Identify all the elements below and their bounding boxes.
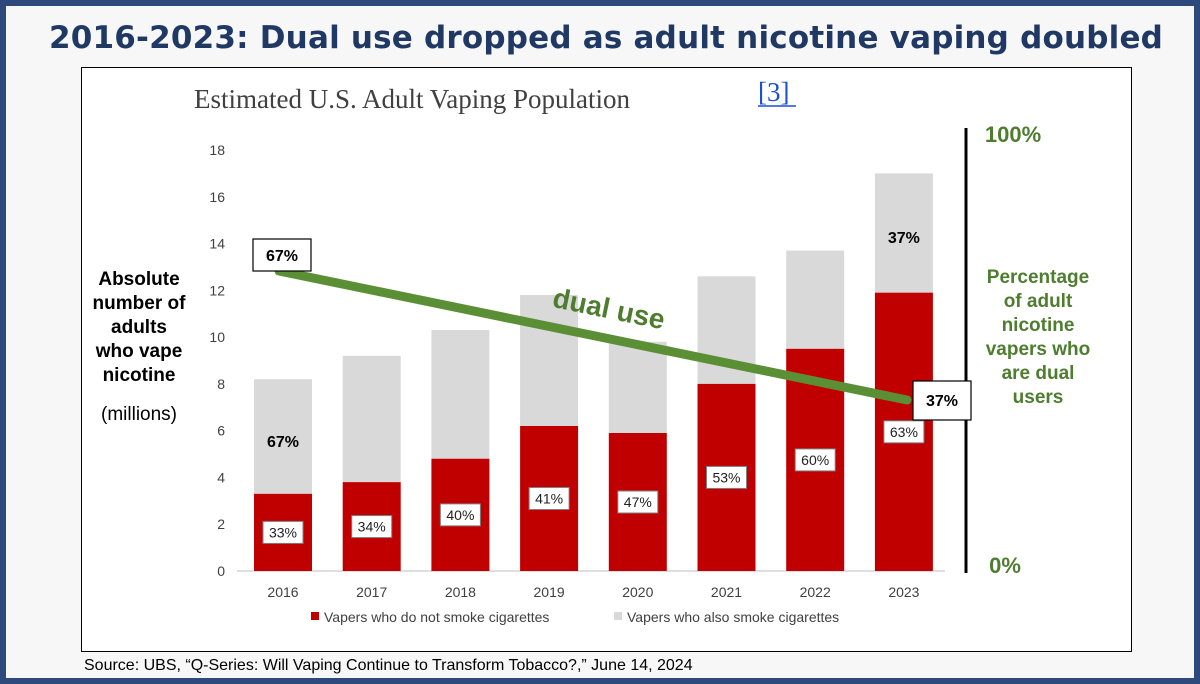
trend-start-box xyxy=(252,238,312,272)
non-smoker-pct-box-2020 xyxy=(617,490,659,514)
y-tick-label: 12 xyxy=(209,282,225,298)
non-smoker-pct-label-2019: 41% xyxy=(535,490,563,506)
left-axis-label-line: who vape xyxy=(95,341,183,362)
non-smoker-pct-box-2022 xyxy=(794,448,836,472)
x-tick-label: 2020 xyxy=(622,584,653,600)
dual-use-trend-line xyxy=(274,266,912,405)
right-axis-label-line: Percentage xyxy=(987,267,1089,288)
x-tick-label: 2019 xyxy=(534,584,565,600)
non-smoker-pct-box-2016 xyxy=(262,520,304,544)
x-axis-labels: 2016 2017 2018 2019 2020 2021 2022 2023 xyxy=(267,584,919,600)
y-tick-label: 10 xyxy=(209,329,225,345)
trend-end-box xyxy=(912,380,972,421)
non-smoker-pct-label-2018: 40% xyxy=(446,507,474,523)
bar-dual-users-2023 xyxy=(874,173,933,293)
y-tick-label: 8 xyxy=(217,376,225,392)
left-axis-label-line: Absolute xyxy=(98,269,179,290)
y-tick-label: 18 xyxy=(209,142,225,158)
right-axis-top-label: 100% xyxy=(985,122,1041,147)
non-smoker-pct-box-2021 xyxy=(706,465,747,489)
non-smoker-pct-label-2020: 47% xyxy=(624,494,652,510)
x-tick-label: 2017 xyxy=(356,584,387,600)
source-citation: Source: UBS, “Q-Series: Will Vaping Cont… xyxy=(84,657,693,674)
reference-link[interactable]: [3] xyxy=(758,77,789,107)
right-axis-label-line: are dual xyxy=(1002,363,1075,384)
non-smoker-pct-label-2017: 34% xyxy=(358,519,386,535)
right-axis-label-line: vapers who xyxy=(986,339,1091,360)
trend-start-label: 67% xyxy=(266,248,298,265)
right-axis-bottom-label: 0% xyxy=(989,553,1021,578)
y-tick-label: 0 xyxy=(217,563,225,579)
x-tick-label: 2016 xyxy=(267,584,298,600)
dual-pct-label-2016: 67% xyxy=(267,434,299,451)
left-axis-units: (millions) xyxy=(101,404,177,425)
left-axis-label: Absolute number of adults who vape nicotine (… xyxy=(93,269,187,425)
left-axis-label-line: nicotine xyxy=(103,365,176,386)
y-tick-label: 14 xyxy=(209,236,225,252)
y-tick-label: 2 xyxy=(217,516,225,532)
legend-swatch-dual-users xyxy=(614,612,622,620)
legend-swatch-non-smokers xyxy=(311,612,319,620)
non-smoker-pct-box-2017 xyxy=(351,515,393,539)
y-tick-label: 16 xyxy=(209,189,225,205)
dual-pct-label-2023: 37% xyxy=(888,230,920,247)
chart-title-group: Estimated U.S. Adult Vaping Population [… xyxy=(194,77,796,114)
bars-group: 33% 34% 40% 41% 47% 53% 60% 63% 67% 37% xyxy=(254,173,933,571)
left-axis-label-line: adults xyxy=(111,317,167,338)
bar-dual-users-2018 xyxy=(431,330,490,459)
right-percentage-axis: 100% 0% Percentage of adult nicotine vapers w… xyxy=(964,122,1091,578)
left-axis-label-line: number of xyxy=(93,293,187,314)
right-axis-label-line: users xyxy=(1013,387,1064,408)
non-smoker-pct-box-2019 xyxy=(528,486,570,510)
right-axis-label-line: of adult xyxy=(1004,291,1073,312)
non-smoker-pct-label-2021: 53% xyxy=(712,469,740,485)
x-tick-label: 2023 xyxy=(888,584,919,600)
bar-dual-users-2022 xyxy=(786,250,845,349)
non-smoker-pct-box-2023 xyxy=(883,420,925,444)
legend-label-dual-users: Vapers who also smoke cigarettes xyxy=(627,609,839,625)
y-tick-label: 4 xyxy=(217,469,225,485)
non-smoker-pct-box-2018 xyxy=(439,503,481,527)
x-tick-label: 2021 xyxy=(711,584,742,600)
x-tick-label: 2018 xyxy=(445,584,476,600)
non-smoker-pct-label-2022: 60% xyxy=(801,452,829,468)
chart-title: Estimated U.S. Adult Vaping Population xyxy=(194,84,631,114)
legend: Vapers who do not smoke cigarettes Vapers… xyxy=(311,609,839,625)
bar-dual-users-2019 xyxy=(520,295,579,426)
bar-dual-users-2016 xyxy=(254,379,312,494)
slide-title: 2016-2023: Dual use dropped as adult nic… xyxy=(48,20,1164,56)
trend-end-label: 37% xyxy=(926,393,958,410)
legend-label-non-smokers: Vapers who do not smoke cigarettes xyxy=(324,609,549,625)
bar-dual-users-2017 xyxy=(342,355,401,483)
bar-dual-users-2020 xyxy=(608,341,667,434)
x-tick-label: 2022 xyxy=(800,584,831,600)
non-smoker-pct-label-2023: 63% xyxy=(890,424,918,440)
right-axis-label-line: nicotine xyxy=(1002,315,1075,336)
y-tick-label: 6 xyxy=(217,423,225,439)
non-smoker-pct-label-2016: 33% xyxy=(269,524,297,540)
